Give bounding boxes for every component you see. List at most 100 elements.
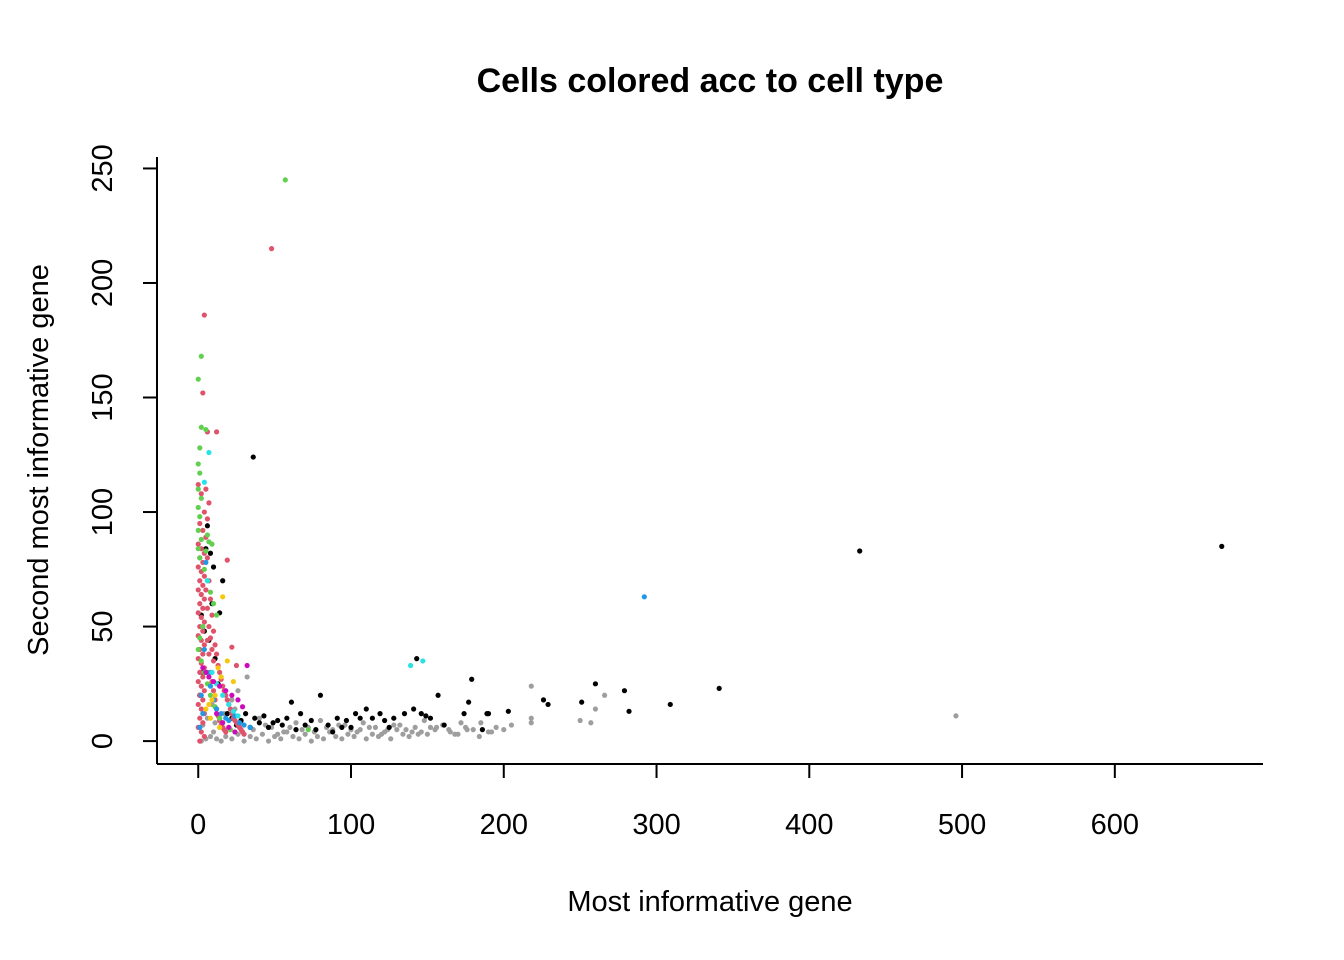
data-point [195, 564, 201, 570]
data-point [397, 722, 403, 728]
data-point [265, 724, 272, 730]
data-point [278, 736, 284, 742]
data-point [418, 711, 424, 717]
data-point [446, 727, 452, 733]
data-point [279, 722, 285, 728]
data-point [577, 717, 583, 724]
data-point [198, 683, 204, 689]
data-point [592, 681, 599, 687]
data-point [197, 520, 203, 527]
data-point [226, 701, 232, 708]
data-point [213, 736, 220, 742]
chart-title: Cells colored acc to cell type [477, 62, 944, 100]
data-point [213, 711, 220, 717]
data-point [206, 651, 212, 657]
data-point [857, 548, 863, 554]
data-point [1219, 543, 1225, 549]
data-point [200, 628, 206, 634]
data-point [195, 527, 201, 533]
data-point [281, 729, 287, 735]
data-point [218, 674, 224, 680]
data-point [314, 733, 321, 740]
data-point [230, 708, 236, 714]
y-tick-label: 50 [87, 610, 119, 642]
data-point [433, 724, 440, 730]
data-point [197, 715, 203, 721]
data-point [299, 727, 305, 733]
data-point [203, 669, 209, 675]
data-point [201, 642, 207, 648]
data-point [203, 548, 209, 554]
data-point [391, 722, 397, 728]
data-point [476, 733, 482, 740]
data-point [220, 720, 226, 726]
data-point [333, 733, 339, 740]
y-tick-label: 100 [87, 488, 119, 536]
data-point [626, 708, 632, 714]
data-point [412, 724, 418, 730]
data-point [427, 724, 434, 730]
data-point [223, 733, 229, 740]
y-tick-label: 0 [87, 733, 119, 749]
data-point [210, 729, 217, 735]
data-point [372, 724, 379, 730]
data-point [195, 486, 201, 492]
x-tick-label: 300 [632, 809, 680, 841]
data-point [200, 711, 206, 717]
data-point [200, 697, 206, 703]
data-point [198, 491, 204, 497]
data-point [357, 715, 363, 721]
data-point [270, 720, 276, 726]
data-point [288, 699, 295, 705]
data-point [207, 596, 214, 602]
data-point [210, 678, 217, 685]
data-point [218, 738, 224, 744]
data-point [195, 587, 201, 593]
data-point [293, 727, 299, 733]
data-point [406, 733, 412, 740]
data-point [206, 500, 212, 506]
data-point [592, 706, 599, 712]
data-point [195, 646, 201, 653]
data-point [198, 729, 204, 735]
data-point [579, 699, 585, 705]
data-point [424, 731, 430, 737]
data-point [493, 724, 499, 730]
data-point [239, 704, 246, 710]
data-point [197, 470, 203, 476]
data-point [200, 390, 206, 396]
data-point [377, 711, 383, 717]
data-point [198, 591, 204, 598]
data-point [213, 706, 220, 712]
data-point [203, 587, 209, 593]
data-point [363, 736, 369, 742]
data-point [200, 720, 206, 726]
data-point [213, 429, 220, 435]
data-point [224, 697, 230, 703]
data-point [195, 461, 201, 467]
data-point [290, 733, 296, 740]
data-point [265, 738, 272, 744]
data-point [354, 729, 360, 735]
x-axis-label: Most informative gene [567, 886, 852, 918]
data-point [479, 727, 485, 733]
data-point [411, 706, 417, 712]
data-point [588, 720, 594, 726]
data-point [250, 454, 256, 460]
data-point [204, 532, 211, 538]
data-point [540, 697, 547, 703]
data-point [197, 555, 203, 561]
data-point [345, 731, 351, 737]
axes: 0 100 200 300 400 500 600 0 50 100 150 200 250 [87, 144, 1263, 841]
data-point [201, 479, 207, 485]
data-point [195, 678, 201, 685]
data-point [212, 720, 218, 726]
data-point [201, 619, 207, 625]
data-point [197, 738, 203, 744]
data-point [528, 683, 534, 689]
data-point [198, 495, 204, 501]
data-point [220, 594, 226, 600]
data-point [198, 706, 204, 712]
data-point [230, 678, 236, 685]
data-point [207, 692, 214, 698]
